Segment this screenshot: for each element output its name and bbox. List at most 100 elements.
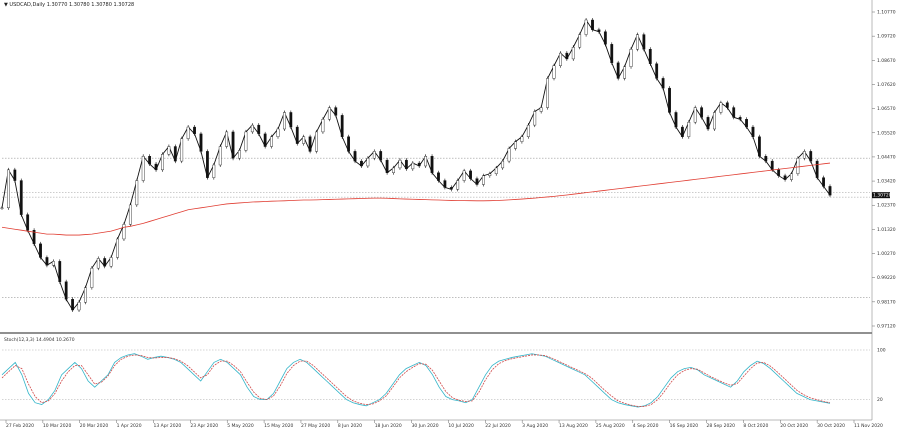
candle-body (321, 119, 325, 133)
candle-body (212, 164, 216, 178)
candle-body (366, 157, 370, 167)
price-tick-label: 0.98170 (877, 299, 896, 305)
candle-body (655, 63, 659, 79)
candle-body (751, 126, 755, 137)
date-tick-label: 22 Jul 2020 (485, 423, 511, 429)
candle-body (757, 136, 761, 157)
date-tick-label: 5 May 2020 (227, 423, 254, 429)
date-tick-label: 20 Oct 2020 (780, 423, 808, 429)
date-tick-label: 20 Mar 2020 (80, 423, 109, 429)
candle-body (796, 157, 800, 174)
date-tick-label: 27 May 2020 (301, 423, 330, 429)
candle-body (475, 178, 479, 185)
candle-body (552, 65, 556, 79)
candle-body (122, 224, 126, 240)
candle-body (392, 167, 395, 173)
oscillator-title: Stoch(12,3,3) 14.4904 10.2670 (4, 337, 75, 343)
candle-body (591, 19, 594, 30)
candle-body (738, 117, 742, 120)
date-tick-label: 28 Sep 2020 (707, 423, 736, 429)
candle-body (636, 34, 639, 50)
price-series-line (1, 19, 831, 311)
candle-body (51, 261, 55, 266)
candle-body (116, 238, 119, 258)
date-tick-label: 30 Jun 2020 (412, 423, 439, 429)
price-tick-label: 0.99220 (877, 275, 896, 281)
candle-body (372, 151, 376, 159)
candle-body (353, 151, 357, 162)
candle-body (456, 180, 460, 190)
candle-body (648, 48, 652, 64)
candle-body (809, 151, 813, 162)
date-tick-label: 23 Apr 2020 (190, 423, 218, 429)
date-tick-label: 8 Oct 2020 (743, 423, 768, 429)
candle-body (578, 34, 582, 48)
candle-body (141, 156, 145, 181)
price-tick-label: 1.05520 (877, 130, 896, 136)
price-tick-label: 1.04470 (877, 154, 896, 160)
candle-body (13, 169, 17, 181)
candle-body (0, 207, 4, 209)
candle-body (135, 180, 139, 206)
date-tick-label: 27 Feb 2020 (6, 423, 34, 429)
candle-body (128, 204, 132, 225)
price-tick-label: 1.01320 (877, 227, 896, 233)
candle-body (84, 287, 87, 303)
candle-body (404, 159, 408, 170)
candle-body (327, 107, 331, 120)
price-marker-box (872, 192, 890, 199)
date-tick-label: 1 Apr 2020 (117, 423, 142, 429)
candle-body (411, 162, 415, 170)
oscillator-tick-label: 20 (877, 397, 883, 403)
candle-body (661, 78, 665, 89)
candle-body (514, 141, 517, 149)
candle-body (225, 131, 229, 147)
candle-body (231, 131, 235, 159)
candle-body (565, 52, 569, 60)
date-tick-label: 18 Jun 2020 (375, 423, 402, 429)
candle-body (154, 163, 158, 171)
candle-body (238, 150, 241, 159)
date-tick-label: 4 Sep 2020 (633, 423, 659, 429)
date-tick-label: 11 Nov 2020 (854, 423, 883, 429)
candle-body (167, 146, 171, 155)
candle-body (546, 78, 549, 108)
candle-body (494, 167, 498, 174)
candle-body (668, 87, 671, 113)
candle-body (559, 52, 562, 66)
candle-body (96, 258, 100, 269)
candle-body (725, 102, 729, 108)
candle-body (148, 156, 152, 165)
candle-body (205, 151, 209, 178)
price-tick-label: 1.08670 (877, 58, 896, 64)
candle-body (430, 156, 434, 173)
candle-body (674, 112, 678, 128)
candle-body (250, 124, 254, 133)
candle-body (501, 160, 505, 169)
candle-body (706, 117, 710, 130)
candle-body (629, 48, 633, 67)
candle-body (347, 136, 351, 152)
candle-body (218, 146, 222, 166)
oscillator-panel: Stoch(12,3,3) 14.4904 10.2670 (0, 334, 904, 420)
candle-body (19, 180, 23, 215)
candle-body (700, 107, 704, 118)
candle-body (7, 169, 10, 209)
candle-body (802, 151, 806, 159)
candle-body (783, 175, 787, 180)
candle-body (186, 126, 190, 139)
candle-body (571, 47, 575, 60)
candle-body (424, 156, 428, 167)
candle-body (693, 107, 697, 123)
oscillator-background (0, 334, 904, 420)
date-tick-label: 8 Jun 2020 (338, 423, 362, 429)
candle-body (642, 34, 646, 50)
date-tick-label: 15 May 2020 (264, 423, 293, 429)
candle-body (764, 156, 768, 162)
candle-body (449, 187, 453, 190)
candle-body (180, 138, 184, 162)
price-tick-label: 1.02370 (877, 203, 896, 209)
date-tick-label: 25 Aug 2020 (596, 423, 625, 429)
price-marker-label: 1.30728 (873, 193, 892, 199)
